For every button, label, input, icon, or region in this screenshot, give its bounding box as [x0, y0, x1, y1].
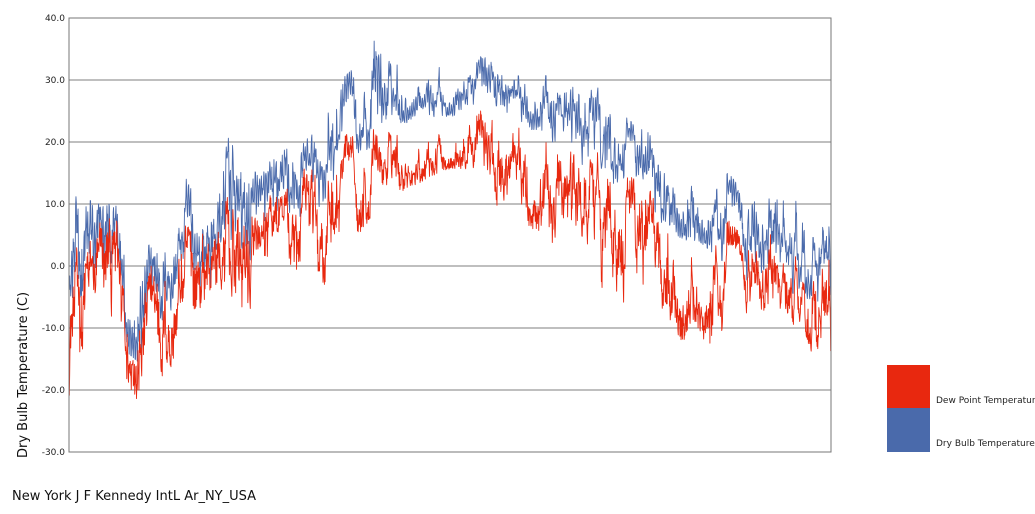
y-axis-ticks: -30.0 -20.0 -10.0 0.0 10.0 20.0 30.0 40.0 — [42, 14, 66, 458]
legend-dry-bulb-swatch — [887, 408, 930, 452]
series-dry-bulb — [68, 40, 832, 362]
dew-point-line — [68, 110, 832, 400]
y-tick-label: 20.0 — [45, 138, 65, 148]
y-axis-label: Dry Bulb Temperature (C) — [16, 292, 31, 458]
plot-frame — [68, 17, 832, 453]
y-tick-label: -30.0 — [42, 448, 66, 458]
y-tick-label: -20.0 — [42, 386, 66, 396]
y-tick-label: 40.0 — [45, 14, 65, 24]
y-tick-label: 10.0 — [45, 200, 65, 210]
legend: Dew Point Temperature Dry Bulb Temperatur… — [887, 365, 1035, 452]
y-tick-label: 0.0 — [51, 262, 66, 272]
grid-lines — [69, 79, 831, 391]
legend-dew-point-label: Dew Point Temperature — [936, 396, 1035, 406]
y-tick-label: -10.0 — [42, 324, 66, 334]
legend-dew-point-swatch — [887, 365, 930, 409]
y-tick-label: 30.0 — [45, 76, 65, 86]
dry-bulb-line — [68, 40, 832, 362]
legend-dry-bulb-label: Dry Bulb Temperature — [936, 439, 1035, 449]
series-dew-point — [68, 110, 832, 400]
station-caption: New York J F Kennedy IntL Ar_NY_USA — [12, 489, 257, 504]
